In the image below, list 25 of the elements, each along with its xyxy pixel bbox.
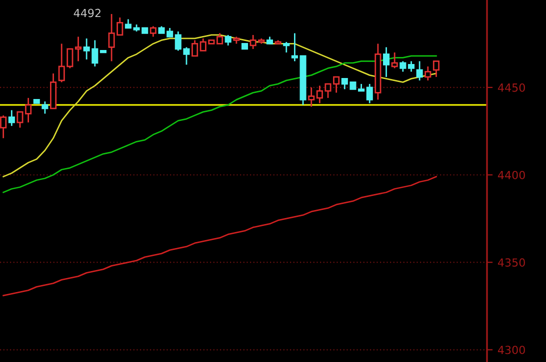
line-series xyxy=(2,176,437,296)
y-tick-label: 4450 xyxy=(498,83,525,92)
candlestick xyxy=(42,100,48,114)
candlestick xyxy=(432,60,440,78)
candlestick xyxy=(308,86,315,108)
candlestick xyxy=(366,83,373,104)
candlestick xyxy=(408,60,415,72)
candlestick xyxy=(424,66,432,82)
candlestick xyxy=(8,109,15,127)
candlestick xyxy=(150,26,156,38)
candlestick xyxy=(416,60,423,82)
y-tick-label: 4350 xyxy=(498,258,525,267)
candlestick xyxy=(216,32,224,44)
candlestick xyxy=(400,60,406,72)
candlestick xyxy=(192,40,198,57)
y-tick-label: 4300 xyxy=(498,346,525,354)
y-tick-label: 4400 xyxy=(498,170,525,180)
candlestick xyxy=(0,114,7,139)
candlestick xyxy=(283,41,290,54)
candlestick xyxy=(391,52,398,69)
candlestick xyxy=(382,46,390,78)
annotation: 4492 xyxy=(74,8,100,18)
candlestick xyxy=(224,34,232,46)
candlestick xyxy=(74,36,82,62)
line-series xyxy=(2,55,437,194)
